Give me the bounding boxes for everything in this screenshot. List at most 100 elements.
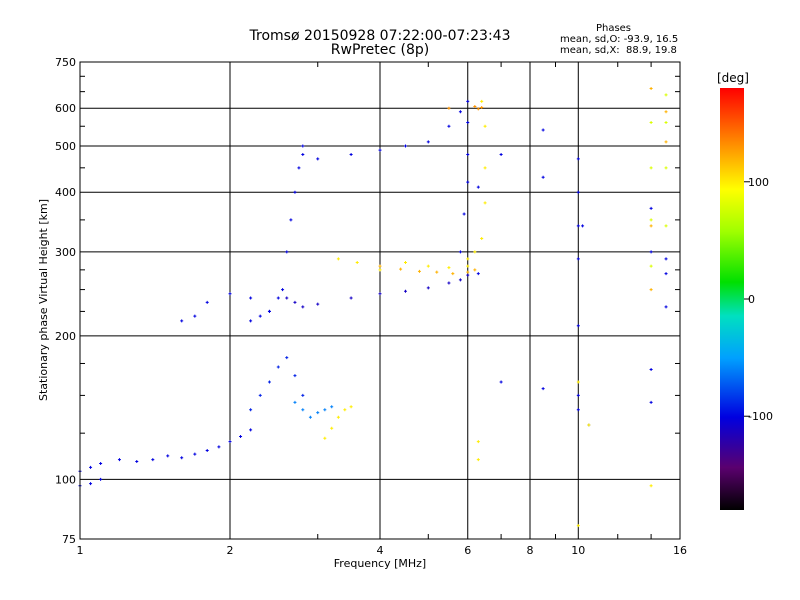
data-point [649,206,653,210]
data-point [664,121,668,125]
data-point [541,128,545,132]
y-tick-label: 200 [55,330,76,343]
plot-grid [80,62,680,539]
data-point [447,106,451,110]
data-point [476,272,480,276]
data-point [458,250,462,254]
data-point [281,288,285,292]
data-point [249,319,253,323]
data-point [151,458,155,462]
data-point [447,124,451,128]
data-point [378,292,382,296]
data-point [323,436,327,440]
x-tick-label: 4 [377,544,384,557]
y-axis-ticks: 75 100 200 300 400 500 600 750 [55,56,680,546]
data-point [664,272,668,276]
y-tick-label: 100 [55,473,76,486]
data-point [336,415,340,419]
data-point [228,292,232,296]
data-point [293,374,297,378]
data-point [89,465,93,469]
x-tick-label: 8 [527,544,534,557]
data-point [289,218,293,222]
data-point [301,408,305,412]
data-point [476,107,480,111]
data-point [349,296,353,300]
data-point [89,482,93,486]
data-point [349,152,353,156]
data-point [293,400,297,404]
data-point [403,260,407,264]
x-tick-label: 1 [77,544,84,557]
data-point [664,166,668,170]
data-point [649,484,653,488]
y-tick-label: 500 [55,140,76,153]
data-point [458,110,462,114]
data-point [276,365,280,369]
data-point [480,236,484,240]
data-point [308,415,312,419]
phase-stats-heading: Phases [595,23,632,34]
data-point [541,387,545,391]
data-point [403,144,407,148]
data-point [649,166,653,170]
data-point [426,140,430,144]
data-point [576,190,580,194]
plot-frame [79,61,681,540]
data-point [466,270,470,274]
data-point [205,300,209,304]
data-point [343,408,347,412]
data-point [301,152,305,156]
data-point [239,435,243,439]
data-point [316,411,320,415]
data-point [330,405,334,409]
data-point [480,99,484,103]
data-point [349,405,353,409]
data-point [249,296,253,300]
data-point [649,367,653,371]
data-point [301,144,305,148]
data-point [426,264,430,268]
data-point [135,460,139,464]
chart-title: Tromsø 20150928 07:22:00-07:23:43 [249,28,511,44]
data-point [267,380,271,384]
data-point [330,426,334,430]
data-point [417,269,421,273]
data-point [664,305,668,309]
data-point [258,393,262,397]
data-point [649,86,653,90]
data-point [285,356,289,360]
data-point [378,148,382,152]
data-point [466,273,470,277]
colorbar-tick-label: 100 [748,176,769,189]
data-point [664,110,668,114]
data-point [649,218,653,222]
x-tick-label: 16 [673,544,687,557]
data-points [78,86,668,528]
data-point [466,257,470,261]
data-point [316,302,320,306]
data-point [193,314,197,318]
data-point [99,461,103,465]
data-point [576,157,580,161]
data-point [285,296,289,300]
data-point [249,408,253,412]
data-point [576,524,580,528]
data-point [205,448,209,452]
data-point [285,250,289,254]
data-point [480,106,484,110]
colorbar-ticks: 100 0 -100 [744,176,773,423]
data-point [649,224,653,228]
data-point [664,93,668,97]
data-point [473,268,477,272]
colorbar [720,88,744,510]
data-point [447,281,451,285]
x-axis-ticks: 1 2 4 6 8 10 16 [77,62,687,557]
data-point [649,121,653,125]
colorbar-tick-label: -100 [748,410,773,423]
data-point [336,257,340,261]
colorbar-unit-label: [deg] [717,71,749,85]
chart-subtitle: RwPretec (8p) [330,42,430,58]
data-point [473,250,477,254]
